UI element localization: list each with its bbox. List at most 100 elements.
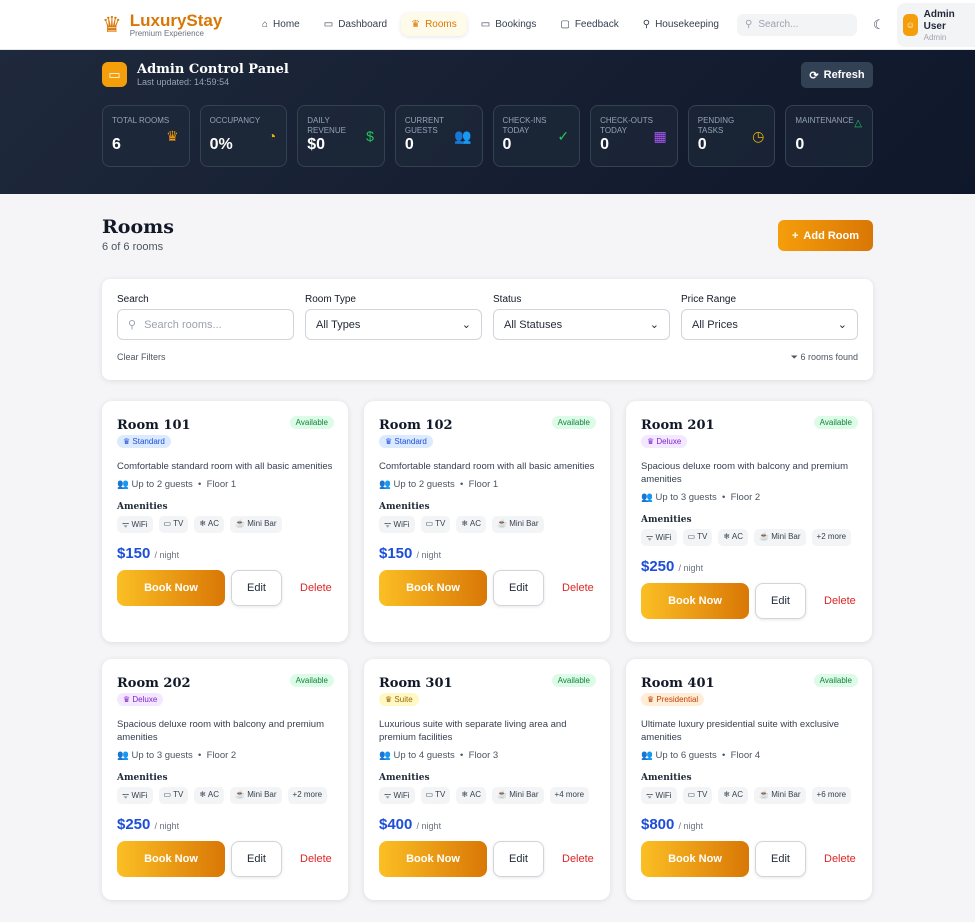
room-search-input[interactable]: ⚲ Search rooms... bbox=[117, 309, 294, 340]
amenity-chip: ᯤ WiFi bbox=[117, 516, 153, 533]
logo[interactable]: ♛ LuxuryStay Premium Experience bbox=[102, 12, 252, 38]
nav-dashboard[interactable]: ▭ Dashboard bbox=[314, 13, 397, 36]
amenity-label: +6 more bbox=[816, 790, 847, 799]
delete-button[interactable]: Delete bbox=[824, 595, 856, 607]
clear-filters-link[interactable]: Clear Filters bbox=[117, 352, 166, 362]
crown-icon: ♛ bbox=[647, 437, 657, 446]
room-type-badge: ♛ Standard bbox=[117, 435, 171, 448]
amenity-chip: +2 more bbox=[287, 787, 328, 804]
stat-icon: ✓ bbox=[557, 128, 570, 144]
status-badge: Available bbox=[813, 416, 858, 429]
delete-button[interactable]: Delete bbox=[300, 582, 332, 594]
nav-label: Rooms bbox=[425, 19, 457, 30]
amenity-icon: ❄ bbox=[723, 790, 732, 799]
amenity-icon: ᯤ bbox=[646, 791, 656, 800]
room-type-value: All Types bbox=[316, 318, 361, 331]
nav-label: Dashboard bbox=[338, 19, 388, 30]
amenity-label: WiFi bbox=[393, 520, 410, 529]
room-description: Ultimate luxury presidential suite with … bbox=[641, 719, 839, 743]
stat-card: Check-ins Today 0 ✓ bbox=[492, 105, 581, 167]
room-description: Comfortable standard room with all basic… bbox=[379, 461, 595, 472]
amenity-label: Mini Bar bbox=[771, 790, 801, 799]
nav-feedback[interactable]: ▢ Feedback bbox=[550, 13, 628, 36]
book-now-button[interactable]: Book Now bbox=[379, 841, 487, 877]
nav-rooms[interactable]: ♛ Rooms bbox=[401, 13, 467, 36]
stat-value: $0 bbox=[307, 136, 326, 153]
room-type: Standard bbox=[394, 437, 427, 446]
nav-housekeeping[interactable]: ⚲ Housekeeping bbox=[633, 13, 729, 36]
edit-button[interactable]: Edit bbox=[231, 841, 282, 877]
room-description: Spacious deluxe room with balcony and pr… bbox=[117, 719, 324, 743]
amenity-label: Mini Bar bbox=[771, 532, 801, 541]
edit-button[interactable]: Edit bbox=[755, 841, 806, 877]
user-menu[interactable]: ☺ Admin User Admin bbox=[897, 3, 975, 47]
amenity-icon: ☕ bbox=[235, 519, 248, 528]
status-select[interactable]: All Statuses ⌄ bbox=[493, 309, 670, 340]
room-type-select[interactable]: All Types ⌄ bbox=[305, 309, 482, 340]
nav-home[interactable]: ⌂ Home bbox=[252, 13, 310, 36]
amenity-label: AC bbox=[469, 790, 482, 799]
delete-button[interactable]: Delete bbox=[824, 853, 856, 865]
room-type-badge: ♛ Deluxe bbox=[641, 435, 688, 448]
crown-icon: ♛ bbox=[647, 695, 657, 704]
stat-value: 0 bbox=[600, 136, 610, 153]
amenity-label: AC bbox=[469, 519, 482, 528]
stat-card: Maintenance 0 △ bbox=[785, 105, 873, 167]
room-type-badge: ♛ Suite bbox=[379, 693, 419, 706]
amenity-chip: ▭ TV bbox=[682, 529, 713, 546]
book-now-button[interactable]: Book Now bbox=[117, 570, 225, 606]
room-name: Room 301 bbox=[379, 676, 453, 691]
add-room-button[interactable]: + Add Room bbox=[778, 220, 873, 251]
guest-capacity: Up to 3 guests bbox=[131, 750, 193, 761]
page-title: Rooms bbox=[102, 216, 174, 238]
amenity-label: AC bbox=[731, 790, 744, 799]
room-name: Room 101 bbox=[117, 418, 191, 433]
amenity-icon: ᯤ bbox=[646, 533, 656, 542]
amenity-label: Mini Bar bbox=[247, 790, 277, 799]
room-type: Deluxe bbox=[656, 437, 682, 446]
stat-card: Check-outs Today 0 ▦ bbox=[590, 105, 678, 167]
filter-icon: ⏷ bbox=[790, 352, 801, 362]
amenity-label: TV bbox=[173, 790, 184, 799]
amenities-heading: Amenities bbox=[379, 502, 430, 512]
edit-button[interactable]: Edit bbox=[493, 841, 544, 877]
nav-icon: ⌂ bbox=[262, 19, 269, 30]
dark-mode-toggle-icon[interactable]: ☾ bbox=[873, 16, 885, 32]
nav-label: Housekeeping bbox=[655, 19, 719, 30]
stat-label: Total Rooms bbox=[112, 116, 170, 125]
amenity-icon: ▭ bbox=[425, 519, 436, 528]
delete-button[interactable]: Delete bbox=[300, 853, 332, 865]
book-now-button[interactable]: Book Now bbox=[117, 841, 225, 877]
book-now-button[interactable]: Book Now bbox=[641, 583, 749, 619]
floor: Floor 2 bbox=[206, 750, 237, 761]
amenities-heading: Amenities bbox=[379, 773, 430, 783]
book-now-button[interactable]: Book Now bbox=[641, 841, 749, 877]
delete-button[interactable]: Delete bbox=[562, 853, 594, 865]
status-label: Status bbox=[493, 294, 522, 305]
guest-capacity: Up to 3 guests bbox=[655, 492, 717, 503]
avatar: ☺ bbox=[903, 14, 918, 36]
price-range-select[interactable]: All Prices ⌄ bbox=[681, 309, 858, 340]
global-search-input[interactable]: ⚲ Search... bbox=[737, 13, 857, 36]
room-meta: 👥 Up to 3 guests • Floor 2 bbox=[641, 492, 761, 503]
guests-icon: 👥 bbox=[641, 750, 656, 761]
stat-label: Check-outs Today bbox=[600, 116, 654, 135]
edit-button[interactable]: Edit bbox=[231, 570, 282, 606]
panel-title: Admin Control Panel bbox=[137, 62, 289, 77]
status-badge: Available bbox=[813, 674, 858, 687]
edit-button[interactable]: Edit bbox=[493, 570, 544, 606]
amenity-icon: ❄ bbox=[199, 790, 208, 799]
delete-button[interactable]: Delete bbox=[562, 582, 594, 594]
crown-icon: ♛ bbox=[123, 695, 133, 704]
nav-bookings[interactable]: ▭ Bookings bbox=[471, 13, 547, 36]
amenities-heading: Amenities bbox=[641, 515, 692, 525]
nav-icon: ⚲ bbox=[642, 19, 651, 30]
book-now-button[interactable]: Book Now bbox=[379, 570, 487, 606]
amenity-label: TV bbox=[697, 532, 708, 541]
stat-icon: ◷ bbox=[752, 128, 765, 144]
edit-button[interactable]: Edit bbox=[755, 583, 806, 619]
refresh-button[interactable]: ⟳ Refresh bbox=[801, 62, 873, 88]
crown-icon: ♛ bbox=[385, 695, 395, 704]
per-night: / night bbox=[416, 550, 442, 560]
per-night: / night bbox=[678, 563, 704, 573]
